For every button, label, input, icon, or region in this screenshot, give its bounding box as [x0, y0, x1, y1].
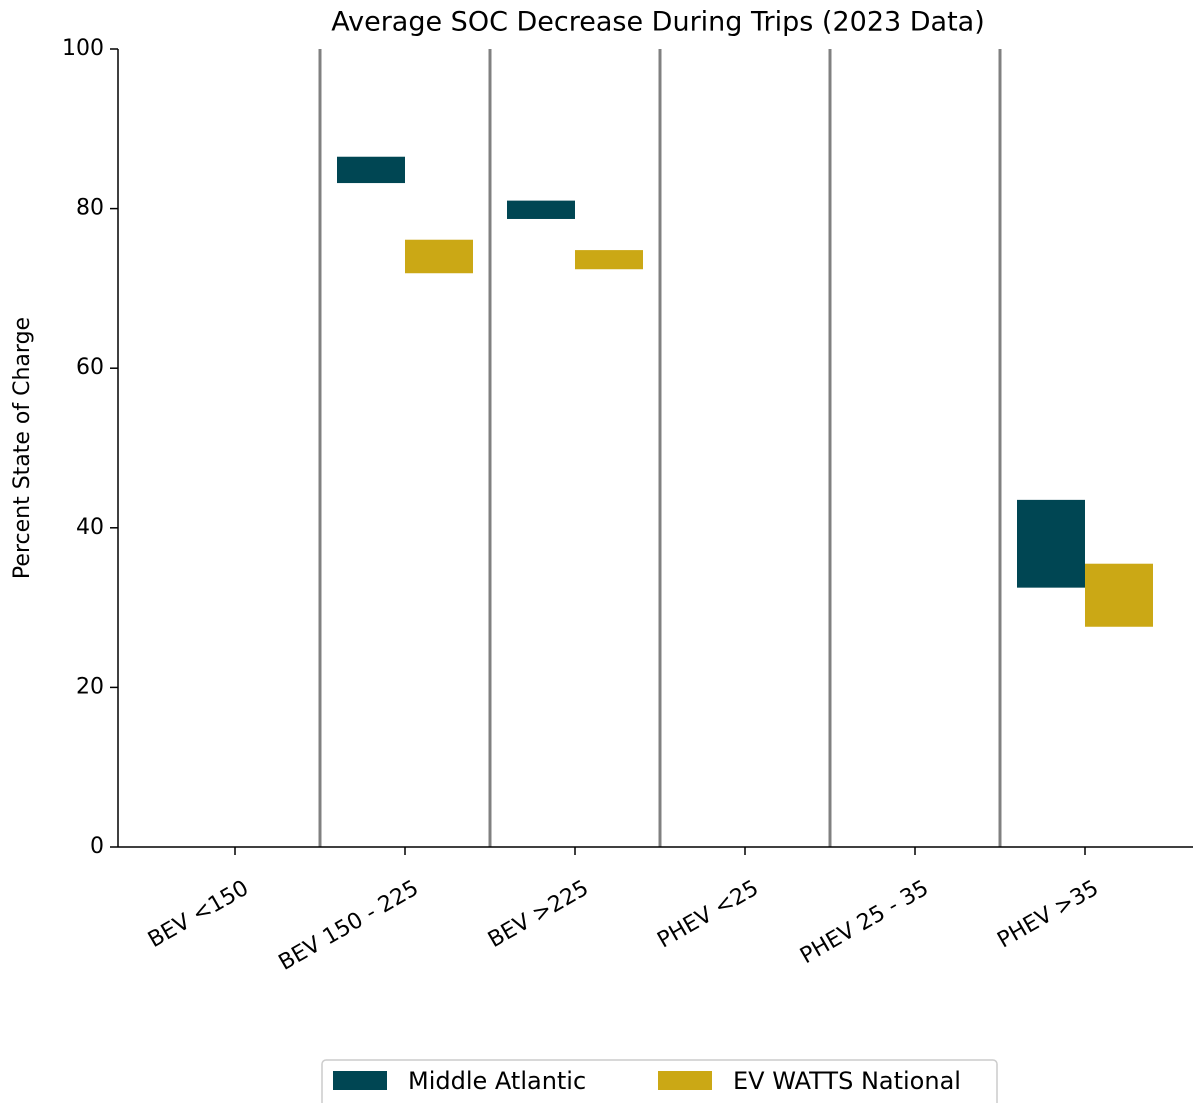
bar: [575, 250, 643, 270]
bar: [1017, 499, 1085, 588]
chart-title: Average SOC Decrease During Trips (2023 …: [331, 7, 985, 38]
y-axis-label: Percent State of Charge: [10, 317, 35, 579]
x-tick-label: PHEV >35: [993, 876, 1103, 954]
y-tick-label: 100: [62, 36, 104, 61]
legend-swatch: [658, 1071, 712, 1090]
bar: [337, 156, 405, 184]
x-tick-label: PHEV 25 - 35: [796, 876, 933, 969]
y-tick-label: 60: [76, 355, 104, 380]
x-tick-label: PHEV <25: [653, 876, 763, 954]
y-tick-label: 0: [90, 834, 104, 859]
legend-label: EV WATTS National: [733, 1067, 961, 1095]
legend: Middle Atlantic EV WATTS National: [321, 1059, 998, 1103]
legend-label: Middle Atlantic: [408, 1067, 586, 1095]
x-tick-label: BEV <150: [144, 876, 253, 953]
y-tick-label: 40: [76, 515, 104, 540]
bar: [1085, 563, 1153, 627]
x-tick-label: BEV 150 - 225: [275, 876, 423, 976]
bar: [405, 239, 473, 274]
legend-swatch: [333, 1071, 387, 1090]
x-tick-label: BEV >225: [484, 876, 593, 953]
bar: [507, 200, 575, 219]
y-tick-label: 80: [76, 196, 104, 221]
y-tick-label: 20: [76, 674, 104, 699]
